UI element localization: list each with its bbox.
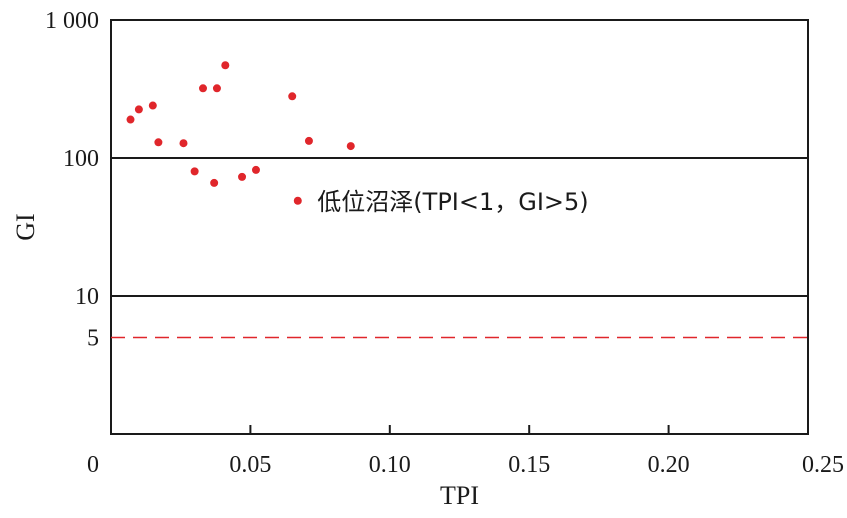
- data-point: [304, 136, 313, 145]
- data-point: [210, 178, 219, 187]
- data-point: [212, 84, 221, 93]
- data-points: [126, 61, 355, 205]
- y-tick-label: 10: [75, 284, 99, 310]
- x-tick-label: 0.25: [802, 452, 844, 478]
- data-point: [238, 172, 247, 181]
- reference-lines: [111, 157, 808, 339]
- x-tick-label: 0: [87, 452, 99, 478]
- x-tick-label: 0.05: [229, 452, 271, 478]
- data-point: [179, 139, 188, 148]
- data-point: [190, 167, 199, 176]
- data-point: [251, 165, 260, 174]
- data-point: [134, 105, 143, 114]
- data-point: [293, 196, 302, 205]
- plot-frame: [110, 19, 809, 435]
- y-axis-title: GI: [11, 213, 40, 240]
- data-point: [346, 142, 355, 151]
- y-tick-label: 1 000: [45, 8, 99, 34]
- data-point: [199, 84, 208, 93]
- data-point: [126, 115, 135, 124]
- data-point: [154, 138, 163, 147]
- y-axis-ticks: 5 10 100 1 000: [45, 8, 99, 352]
- x-tick-label: 0.20: [648, 452, 690, 478]
- data-point: [148, 101, 157, 110]
- x-tick-label: 0.15: [508, 452, 550, 478]
- x-axis-ticks: 0 0.05 0.10 0.15 0.20 0.25: [87, 425, 844, 478]
- y-tick-label: 5: [87, 326, 99, 352]
- data-point: [288, 92, 297, 101]
- y-tick-label: 100: [63, 146, 99, 172]
- x-axis-title: TPI: [440, 481, 479, 510]
- data-point: [221, 61, 230, 70]
- x-tick-label: 0.10: [369, 452, 411, 478]
- annotation-label: 低位沼泽(TPI<1，GI>5): [317, 188, 588, 216]
